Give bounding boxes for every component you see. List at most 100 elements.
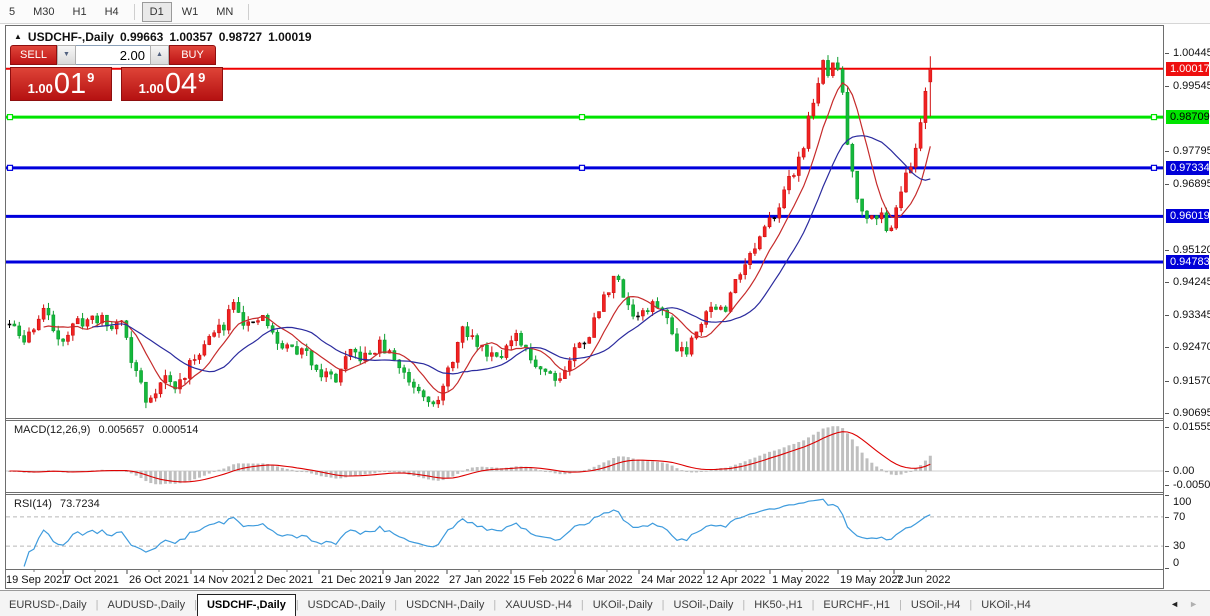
timeframe-h1[interactable]: H1 xyxy=(72,5,87,18)
macd-tick-0.01555: 0.01555 xyxy=(1173,420,1210,433)
date-tick-13: 19 May 2022 xyxy=(840,574,904,586)
price-tick-0.96895: 0.96895 xyxy=(1173,178,1210,191)
timeframe-mn[interactable]: MN xyxy=(216,5,234,18)
price-tag-0.94783[interactable]: 0.94783 xyxy=(1166,255,1210,270)
tab-usdchf-daily[interactable]: USDCHF-,Daily xyxy=(196,594,296,616)
buy-button[interactable]: BUY xyxy=(169,45,216,65)
rsi-tick-70: 70 xyxy=(1173,510,1186,523)
date-tick-3: 14 Nov 2021 xyxy=(193,574,256,586)
price-scale: 1.00445 0.99545 0.97795 0.96895 0.95120 0.942… xyxy=(1165,25,1210,589)
price-tick-0.92470: 0.92470 xyxy=(1173,341,1210,354)
tab-separator: | xyxy=(394,599,398,611)
price-tag-0.98709[interactable]: 0.98709 xyxy=(1166,110,1210,125)
scale-tick-mark xyxy=(1165,315,1169,317)
price-tick-0.99545: 0.99545 xyxy=(1173,80,1210,93)
tab-separator: | xyxy=(899,599,902,611)
timeframe-m30[interactable]: M30 xyxy=(33,5,55,18)
tab-separator: | xyxy=(580,599,584,611)
scale-tick-mark xyxy=(1165,412,1169,414)
chart-symbol-label: USDCHF-,Daily xyxy=(27,30,114,44)
level-handle[interactable] xyxy=(6,113,14,121)
tab-eurusd-daily[interactable]: EURUSD-,Daily xyxy=(9,599,87,611)
level-handle[interactable] xyxy=(578,113,586,121)
scale-tick-mark xyxy=(1165,281,1169,283)
price-tag-0.97334[interactable]: 0.97334 xyxy=(1166,160,1210,175)
bar-high-value: 1.00357 xyxy=(169,30,213,44)
timeframe-w1[interactable]: W1 xyxy=(181,5,199,18)
price-tick-0.97795: 0.97795 xyxy=(1173,144,1210,157)
level-handle[interactable] xyxy=(578,164,586,171)
scale-tick-mark xyxy=(1165,516,1169,518)
collapse-chart-icon[interactable]: ▲ xyxy=(14,31,22,41)
price-tag-1.00017[interactable]: 1.00017 xyxy=(1166,61,1210,76)
price-tick-0.91570: 0.91570 xyxy=(1173,374,1210,387)
timeframe-d1[interactable]: D1 xyxy=(141,1,172,22)
tab-usdcnh-daily[interactable]: USDCNH-,Daily xyxy=(406,599,485,611)
timeframe-h4[interactable]: H4 xyxy=(104,5,119,18)
level-handle[interactable] xyxy=(1150,164,1158,171)
macd-name: MACD(12,26,9) xyxy=(14,424,91,436)
tab-separator: | xyxy=(194,599,197,611)
buy-price-pips: 04 xyxy=(164,68,198,100)
tab-scroll-left-icon[interactable]: ◄ xyxy=(1170,599,1180,609)
sell-price-display[interactable]: 1.00 01 9 xyxy=(10,67,112,101)
date-tick-11: 12 Apr 2022 xyxy=(706,574,766,586)
rsi-indicator-label: RSI(14) 73.7234 xyxy=(14,498,105,510)
tab-usoil-h4[interactable]: USOil-,H4 xyxy=(910,599,961,611)
price-tick-0.94245: 0.94245 xyxy=(1173,275,1210,288)
date-tick-14: 7 Jun 2022 xyxy=(896,574,951,586)
scale-tick-mark xyxy=(1165,546,1169,548)
tab-ukoil-daily[interactable]: UKOil-,Daily xyxy=(592,599,653,611)
sell-price-point: 9 xyxy=(87,70,95,85)
rsi-tick-100: 100 xyxy=(1173,496,1192,508)
scale-tick-mark xyxy=(1165,495,1169,496)
macd-signal-value: 0.000514 xyxy=(152,424,199,436)
tab-scroll-arrows: ◄ ► xyxy=(1170,599,1210,616)
tab-usdcad-daily[interactable]: USDCAD-,Daily xyxy=(307,599,386,611)
date-tick-12: 1 May 2022 xyxy=(772,574,830,586)
date-tick-0: 19 Sep 2021 xyxy=(6,574,69,586)
sell-button[interactable]: SELL xyxy=(10,45,57,65)
tab-separator: | xyxy=(742,599,746,611)
rsi-value: 73.7234 xyxy=(59,498,100,510)
tab-xauusd-h4[interactable]: XAUUSD-,H4 xyxy=(505,599,572,611)
volume-decrease-icon[interactable]: ▼ xyxy=(57,45,76,65)
scale-tick-mark xyxy=(1165,380,1169,382)
date-tick-2: 26 Oct 2021 xyxy=(129,574,189,586)
bar-low-value: 0.98727 xyxy=(218,30,263,44)
macd-tick-0.00: 0.00 xyxy=(1173,464,1195,477)
rsi-tick-30: 30 xyxy=(1173,540,1186,553)
tab-eurchf-h1[interactable]: EURCHF-,H1 xyxy=(823,599,891,611)
scale-tick-mark xyxy=(1165,426,1169,428)
volume-input[interactable] xyxy=(76,45,150,65)
tab-hk50-h1[interactable]: HK50-,H1 xyxy=(754,599,803,611)
tab-audusd-daily[interactable]: AUDUSD-,Daily xyxy=(107,599,186,611)
one-click-trading-panel: SELL ▼ ▲ BUY 1.00 01 9 1.00 04 9 xyxy=(10,45,224,101)
bar-close-value: 1.00019 xyxy=(268,30,312,44)
level-handle[interactable] xyxy=(1150,113,1158,121)
price-tick-1.00445: 1.00445 xyxy=(1173,46,1210,59)
macd-tick--0.005075: -0.005075 xyxy=(1173,479,1210,492)
sell-price-prefix: 1.00 xyxy=(27,81,53,96)
tab-usoil-daily[interactable]: USOil-,Daily xyxy=(673,599,734,611)
price-tag-0.96019[interactable]: 0.96019 xyxy=(1166,209,1210,224)
buy-price-display[interactable]: 1.00 04 9 xyxy=(121,67,223,101)
tab-scroll-right-icon[interactable]: ► xyxy=(1189,599,1198,609)
chart-title: ▲ USDCHF-,Daily 0.99663 1.00357 0.98727 … xyxy=(14,30,312,44)
timeframe-5[interactable]: 5 xyxy=(9,5,16,18)
tab-separator: | xyxy=(95,599,99,611)
scale-tick-mark xyxy=(1165,347,1169,349)
macd-value: 0.005657 xyxy=(98,424,145,436)
date-tick-9: 6 Mar 2022 xyxy=(577,574,633,586)
volume-increase-icon[interactable]: ▲ xyxy=(150,45,169,65)
date-tick-10: 24 Mar 2022 xyxy=(641,574,703,586)
date-tick-7: 27 Jan 2022 xyxy=(449,574,510,586)
scale-tick-mark xyxy=(1165,150,1169,152)
date-tick-6: 9 Jan 2022 xyxy=(385,574,440,586)
chart-canvas[interactable] xyxy=(6,26,1163,588)
tab-ukoil-h4[interactable]: UKOil-,H4 xyxy=(981,599,1031,611)
level-handle[interactable] xyxy=(6,164,14,171)
bar-open-value: 0.99663 xyxy=(119,30,164,44)
scale-tick-mark xyxy=(1165,568,1169,569)
